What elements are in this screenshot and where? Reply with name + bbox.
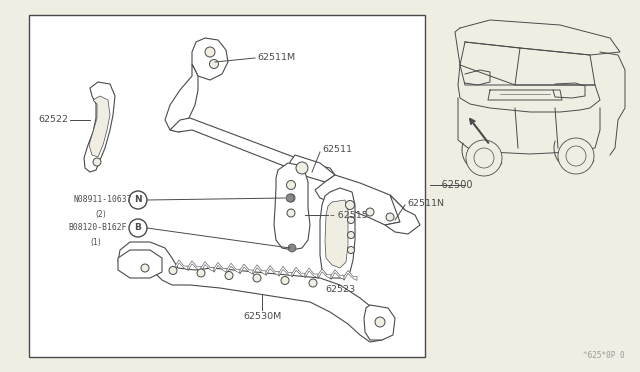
Polygon shape — [315, 175, 405, 225]
Text: N08911-10637: N08911-10637 — [73, 196, 131, 205]
Polygon shape — [274, 163, 310, 250]
Circle shape — [558, 138, 594, 174]
Polygon shape — [175, 260, 188, 270]
Text: (2): (2) — [95, 210, 106, 219]
Polygon shape — [118, 242, 388, 342]
Circle shape — [129, 219, 147, 237]
Circle shape — [466, 140, 502, 176]
Circle shape — [346, 201, 355, 209]
Text: B: B — [134, 224, 141, 232]
Circle shape — [287, 180, 296, 189]
Circle shape — [309, 279, 317, 287]
Text: 62522: 62522 — [38, 115, 68, 125]
Polygon shape — [344, 270, 357, 280]
Polygon shape — [165, 64, 198, 132]
Polygon shape — [201, 262, 214, 272]
Text: 62511N: 62511N — [407, 199, 444, 208]
Circle shape — [375, 317, 385, 327]
Polygon shape — [214, 262, 227, 272]
Text: – 62515: – 62515 — [330, 211, 368, 219]
Polygon shape — [331, 270, 344, 280]
Polygon shape — [253, 265, 266, 275]
Circle shape — [474, 148, 494, 168]
Circle shape — [566, 146, 586, 166]
Polygon shape — [118, 250, 162, 278]
Text: 62511M: 62511M — [257, 54, 295, 62]
Circle shape — [253, 274, 261, 282]
Polygon shape — [192, 38, 228, 80]
Circle shape — [287, 209, 295, 217]
Circle shape — [366, 208, 374, 216]
Polygon shape — [266, 266, 279, 276]
Text: - 62500: - 62500 — [435, 180, 472, 190]
Text: 62511: 62511 — [322, 145, 352, 154]
Polygon shape — [305, 268, 318, 278]
Polygon shape — [89, 96, 110, 157]
Polygon shape — [227, 263, 240, 273]
Polygon shape — [364, 305, 395, 340]
Polygon shape — [318, 269, 331, 279]
Text: 62523: 62523 — [325, 285, 355, 294]
Text: 62530M: 62530M — [243, 312, 281, 321]
Circle shape — [209, 60, 218, 68]
Bar — [29, 15, 425, 357]
Circle shape — [386, 213, 394, 221]
Circle shape — [348, 231, 355, 238]
Circle shape — [348, 217, 355, 224]
Polygon shape — [84, 82, 115, 172]
Circle shape — [296, 162, 308, 174]
Circle shape — [348, 247, 355, 253]
Circle shape — [205, 47, 215, 57]
Circle shape — [288, 244, 296, 252]
Polygon shape — [240, 264, 253, 274]
Polygon shape — [290, 155, 335, 182]
Circle shape — [225, 272, 233, 279]
Text: (1): (1) — [90, 238, 100, 247]
Circle shape — [129, 191, 147, 209]
Polygon shape — [320, 188, 355, 278]
Circle shape — [281, 276, 289, 285]
Polygon shape — [279, 266, 292, 276]
Text: B08120-B162F: B08120-B162F — [68, 224, 127, 232]
Circle shape — [286, 194, 294, 202]
Circle shape — [93, 158, 101, 166]
Polygon shape — [170, 118, 335, 182]
Polygon shape — [292, 267, 305, 277]
Circle shape — [287, 194, 295, 202]
Circle shape — [141, 264, 149, 272]
Circle shape — [169, 266, 177, 275]
Circle shape — [197, 269, 205, 277]
Polygon shape — [385, 195, 420, 234]
Text: ^625*0P 0: ^625*0P 0 — [584, 351, 625, 360]
Polygon shape — [325, 200, 348, 268]
Polygon shape — [188, 261, 201, 271]
Text: N: N — [134, 196, 142, 205]
